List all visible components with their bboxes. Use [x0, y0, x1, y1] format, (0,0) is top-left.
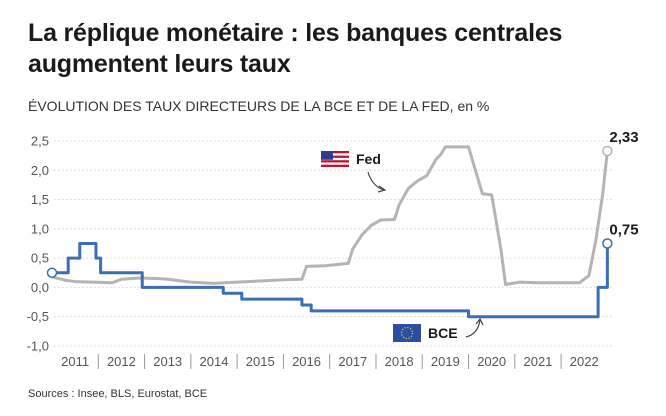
y-tick-label: 0,0: [31, 280, 49, 295]
eu-flag-icon: [393, 324, 421, 342]
x-tick-label: 2012: [107, 354, 136, 369]
y-tick-label: 2,5: [31, 134, 49, 149]
end-markers: 2,33 0,75: [46, 129, 639, 279]
x-tick-label: 2014: [200, 354, 229, 369]
source-note: Sources : Insee, BLS, Eurostat, BCE: [28, 388, 208, 400]
us-flag-icon: [321, 151, 349, 167]
y-tick-label: -0,5: [27, 309, 49, 324]
rates-chart: 2,52,01,51,00,50,0-0,5-1,0 2011 2012 2013 2…: [27, 129, 639, 369]
chart-subtitle-unit: en %: [453, 98, 490, 114]
x-axis: 2011 2012 2013 2014 2015 2016 2017 2018 2019 2020…: [61, 354, 599, 369]
chart-subtitle-text: ÉVOLUTION DES TAUX DIRECTEURS DE LA BCE …: [28, 98, 454, 114]
x-tick-label: 2015: [246, 354, 275, 369]
end-label-fed: 2,33: [609, 129, 638, 146]
y-tick-label: 2,0: [31, 163, 49, 178]
bce-legend: BCE: [393, 317, 484, 342]
fed-series-label: Fed: [356, 151, 381, 167]
y-tick-label: 0,5: [31, 251, 49, 266]
x-tick-label: 2020: [477, 354, 506, 369]
end-marker-bce: [602, 238, 613, 249]
y-tick-label: 1,5: [31, 192, 49, 207]
x-tick-label: 2021: [523, 354, 552, 369]
fed-legend: Fed: [321, 151, 387, 193]
x-tick-label: 2018: [385, 354, 414, 369]
x-tick-label: 2016: [292, 354, 321, 369]
y-tick-label: -1,0: [27, 339, 49, 354]
x-tick-label: 2017: [338, 354, 367, 369]
x-tick-label: 2022: [570, 354, 599, 369]
x-tick-label: 2013: [153, 354, 182, 369]
chart-subtitle: ÉVOLUTION DES TAUX DIRECTEURS DE LA BCE …: [28, 98, 489, 114]
start-marker: [46, 267, 58, 279]
x-tick-label: 2019: [431, 354, 460, 369]
bce-pointer-arrow: [465, 319, 481, 338]
fed-pointer-arrow: [367, 171, 385, 191]
bce-pointer-arrowhead: [475, 317, 484, 326]
fed-pointer-arrowhead: [377, 185, 387, 193]
series-line-fed: [50, 145, 609, 286]
end-label-bce: 0,75: [609, 222, 638, 239]
chart-title: La réplique monétaire : les banques cent…: [28, 19, 563, 78]
y-tick-label: 1,0: [31, 221, 49, 236]
bce-series-label: BCE: [428, 325, 458, 341]
y-axis: 2,5 2,0 1,5 1,0 0,5 0,0 -0,5 -1,0: [27, 134, 49, 354]
end-marker-fed: [602, 145, 613, 157]
x-tick-label: 2011: [61, 354, 89, 369]
series-lines: [50, 145, 609, 319]
series-line-bce: [50, 242, 609, 319]
